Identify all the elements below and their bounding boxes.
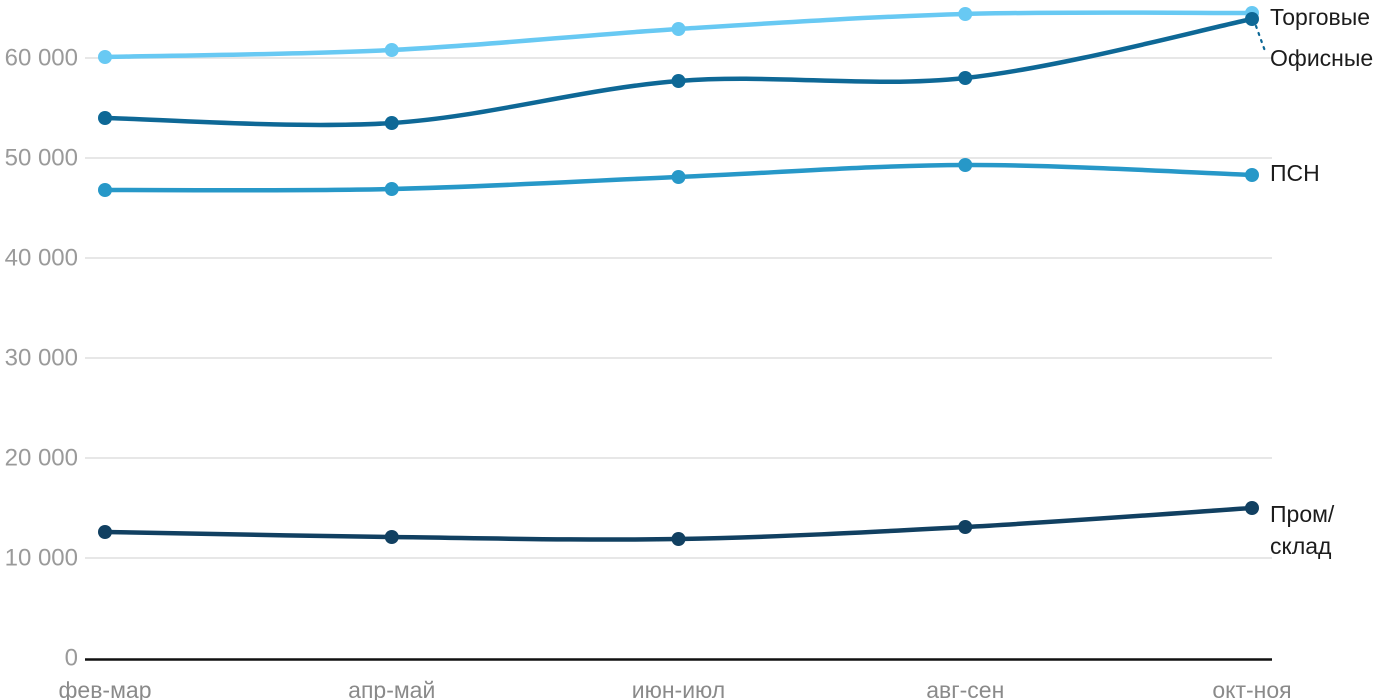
series-point-psn-4[interactable]: [1245, 168, 1259, 182]
x-axis-tick-label: авг-сен: [926, 677, 1004, 700]
series-point-psn-1[interactable]: [384, 182, 399, 196]
series-point-prom-sklad-4[interactable]: [1245, 501, 1259, 515]
series-point-ofisnye-0[interactable]: [98, 111, 112, 125]
y-axis-tick-label: 50 000: [5, 145, 78, 172]
series-point-psn-3[interactable]: [958, 158, 973, 172]
series-point-prom-sklad-2[interactable]: [671, 532, 686, 546]
y-axis-tick-label: 30 000: [5, 345, 78, 372]
series-point-prom-sklad-1[interactable]: [384, 530, 399, 544]
y-axis-tick-label: 60 000: [5, 45, 78, 72]
y-axis-tick-label: 20 000: [5, 445, 78, 472]
series-point-prom-sklad-3[interactable]: [958, 520, 973, 534]
x-axis-tick-label: окт-ноя: [1212, 677, 1291, 700]
series-point-prom-sklad-0[interactable]: [98, 525, 112, 539]
series-point-torgovye-0[interactable]: [98, 50, 112, 64]
series-layer: [98, 6, 1259, 546]
series-point-ofisnye-1[interactable]: [384, 116, 399, 130]
y-axis-tick-label: 0: [65, 645, 78, 672]
series-point-psn-0[interactable]: [98, 183, 112, 197]
x-axis-tick-label: апр-май: [348, 677, 435, 700]
label-leader-line-ofisnye: [1254, 24, 1267, 53]
series-label-prom-sklad-line1: Пром/: [1270, 501, 1335, 527]
series-label-prom-sklad-line2: склад: [1270, 533, 1332, 559]
y-axis-tick-label: 10 000: [5, 545, 78, 572]
series-point-ofisnye-4[interactable]: [1245, 12, 1259, 26]
x-axis-tick-label: фев-мар: [59, 677, 152, 700]
series-label-torgovye: Торговые: [1270, 4, 1370, 30]
series-point-torgovye-1[interactable]: [384, 43, 399, 57]
y-axis-tick-label: 40 000: [5, 245, 78, 272]
series-label-psn: ПСН: [1270, 160, 1320, 186]
gridlines-layer: [85, 57, 1272, 559]
series-point-torgovye-2[interactable]: [671, 22, 686, 36]
series-label-ofisnye: Офисные: [1270, 45, 1373, 71]
x-axis-tick-label: июн-июл: [632, 677, 725, 700]
series-point-ofisnye-2[interactable]: [671, 74, 686, 88]
series-point-ofisnye-3[interactable]: [958, 71, 973, 85]
series-point-torgovye-3[interactable]: [958, 7, 973, 21]
labels-layer: 0 10 000 20 000 30 000 40 000 50 000 60 000 фев…: [5, 4, 1374, 700]
series-point-psn-2[interactable]: [671, 170, 686, 184]
